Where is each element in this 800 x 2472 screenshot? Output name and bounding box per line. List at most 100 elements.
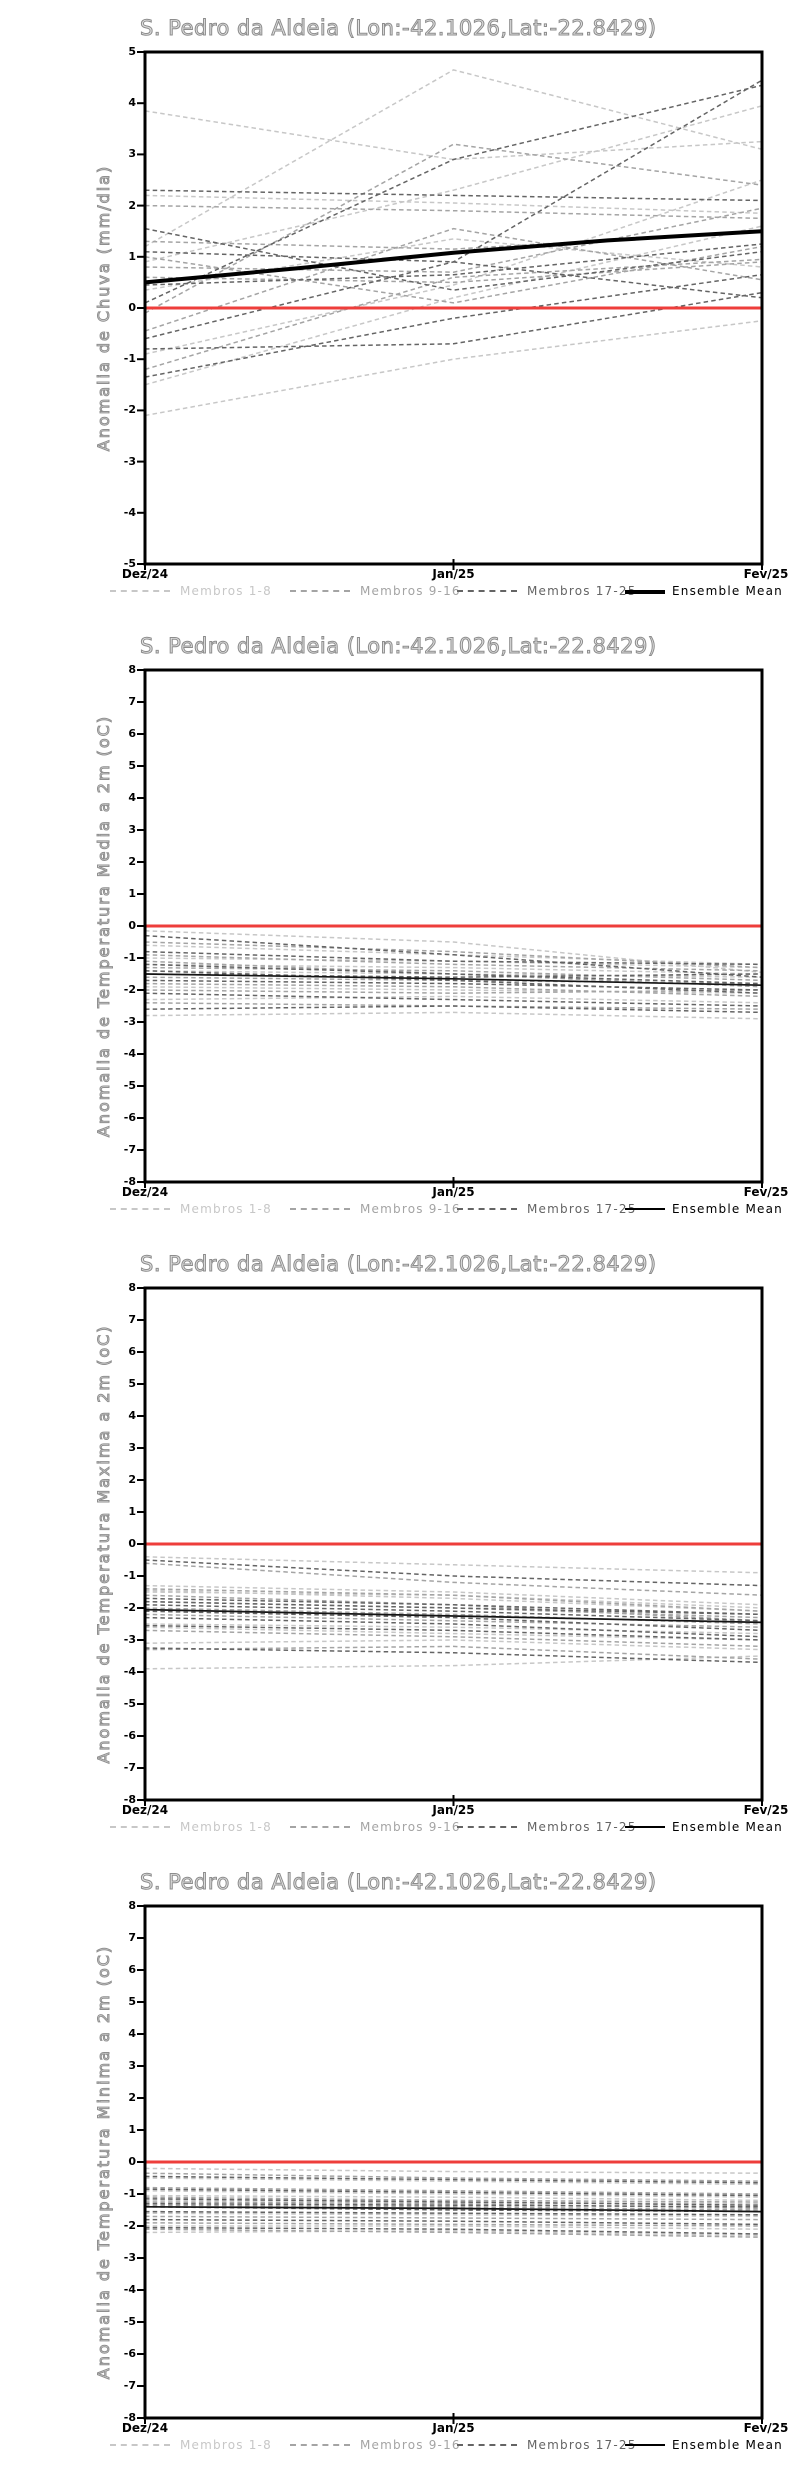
legend-line-sample-3: [457, 1826, 517, 1828]
ensemble-mean-line: [144, 2205, 763, 2213]
series-group-4: [144, 973, 763, 987]
legend-label-4: Ensemble Mean: [672, 1202, 783, 1216]
member-line: [144, 2201, 763, 2210]
member-line: [144, 1655, 763, 1670]
legend-line-sample-1: [110, 1208, 170, 1210]
y-tick-label: 0: [128, 919, 136, 932]
legend: Membros 1-8 Membros 9-16 Membros 17-25 Ense…: [0, 584, 800, 600]
member-line: [144, 1588, 763, 1612]
member-line: [144, 110, 763, 161]
y-tick-label: 4: [128, 96, 136, 110]
member-line: [144, 1005, 763, 1014]
member-line: [144, 291, 763, 350]
member-line: [144, 963, 763, 985]
legend-label-3: Membros 17-25: [527, 1820, 637, 1834]
x-tick-label: Jan/25: [432, 2421, 475, 2435]
x-tick-label: Dez/24: [121, 567, 169, 581]
chart-section-3: S. Pedro da Aldeia (Lon:-42.1026,Lat:-22…: [0, 1236, 800, 1854]
y-tick-label: 1: [128, 2123, 136, 2136]
series-group-3: [144, 79, 763, 378]
chart-title: S. Pedro da Aldeia (Lon:-42.1026,Lat:-22…: [48, 16, 800, 44]
member-line: [144, 258, 763, 371]
member-line: [144, 261, 763, 284]
y-tick-label: -4: [123, 1047, 136, 1060]
y-tick-label: 3: [128, 147, 136, 161]
member-line: [144, 1607, 763, 1625]
y-tick-label: -4: [123, 2283, 136, 2296]
y-tick-label: 1: [128, 249, 136, 263]
member-line: [144, 2186, 763, 2195]
x-tick-label: Fev/25: [743, 2421, 789, 2435]
y-tick-label: -3: [123, 1633, 136, 1646]
member-line: [144, 2204, 763, 2211]
member-line: [144, 2190, 763, 2198]
x-tick-label: Fev/25: [743, 1185, 789, 1199]
legend-line-sample-3: [457, 1208, 517, 1210]
plot-area: [137, 1904, 764, 2424]
member-line: [144, 2228, 763, 2238]
legend: Membros 1-8 Membros 9-16 Membros 17-25 Ense…: [0, 1820, 800, 1836]
member-line: [144, 2222, 763, 2227]
y-tick-label: 0: [128, 2155, 136, 2168]
legend-label-3: Membros 17-25: [527, 584, 637, 598]
member-line: [144, 1639, 763, 1651]
y-tick-label: 6: [128, 1963, 136, 1976]
legend-label-1: Membros 1-8: [180, 1820, 272, 1834]
member-line: [144, 986, 763, 994]
legend-line-sample-2: [290, 1826, 350, 1828]
chart-title-text: S. Pedro da Aldeia (Lon:-42.1026,Lat:-22…: [140, 1870, 657, 1895]
member-line: [144, 189, 763, 202]
member-line: [144, 954, 763, 972]
y-tick-label: -1: [123, 352, 136, 366]
ensemble-mean-line: [144, 1608, 763, 1624]
legend-line-sample-4: [625, 590, 665, 594]
member-line: [144, 1645, 763, 1660]
y-tick-label: -2: [123, 1601, 136, 1614]
y-tick-label: 1: [128, 1505, 136, 1518]
member-line: [144, 2226, 763, 2235]
series-group-1: [144, 69, 763, 417]
member-line: [144, 989, 763, 994]
y-tick-label: 7: [128, 1313, 136, 1326]
y-tick-label: -6: [123, 1729, 136, 1742]
member-line: [144, 2188, 763, 2197]
y-tick-label: -8: [123, 1793, 136, 1806]
y-tick-label: -2: [123, 403, 136, 417]
member-line: [144, 227, 763, 332]
y-tick-label: 5: [128, 45, 136, 58]
chart-title: S. Pedro da Aldeia (Lon:-42.1026,Lat:-22…: [48, 634, 800, 662]
y-tick-label: 7: [128, 1931, 136, 1944]
member-line: [144, 2194, 763, 2202]
member-line: [145, 2225, 763, 2230]
legend-line-sample-2: [290, 2444, 350, 2446]
member-line: [144, 2198, 763, 2206]
legend-label-2: Membros 9-16: [360, 584, 461, 598]
legend-line-sample-2: [290, 590, 350, 592]
y-tick-label: -5: [123, 2315, 136, 2328]
member-line: [144, 243, 763, 286]
y-tick-label: 2: [128, 1473, 136, 1486]
y-tick-label: -5: [123, 557, 136, 570]
x-tick-label: Fev/25: [743, 1803, 789, 1817]
y-tick-label: -5: [123, 1697, 136, 1710]
series-group-3: [144, 1559, 763, 1664]
member-line: [144, 1626, 763, 1641]
y-tick-label: -1: [123, 951, 136, 964]
chart-section-2: S. Pedro da Aldeia (Lon:-42.1026,Lat:-22…: [0, 618, 800, 1236]
y-tick-label: 8: [128, 663, 136, 676]
member-line: [144, 2196, 763, 2203]
y-tick-label: -4: [123, 1665, 136, 1678]
legend-label-4: Ensemble Mean: [672, 584, 783, 598]
legend-label-4: Ensemble Mean: [672, 2438, 783, 2452]
legend-line-sample-3: [457, 590, 517, 592]
y-tick-label: 2: [128, 2091, 136, 2104]
member-line: [144, 1559, 763, 1587]
member-line: [144, 230, 763, 250]
y-tick-label: -3: [123, 1015, 136, 1028]
member-line: [144, 1011, 763, 1020]
y-tick-label: -1: [123, 1569, 136, 1582]
chart-section-4: S. Pedro da Aldeia (Lon:-42.1026,Lat:-22…: [0, 1854, 800, 2472]
member-line: [144, 2230, 763, 2237]
y-tick-label: -6: [123, 2347, 136, 2360]
